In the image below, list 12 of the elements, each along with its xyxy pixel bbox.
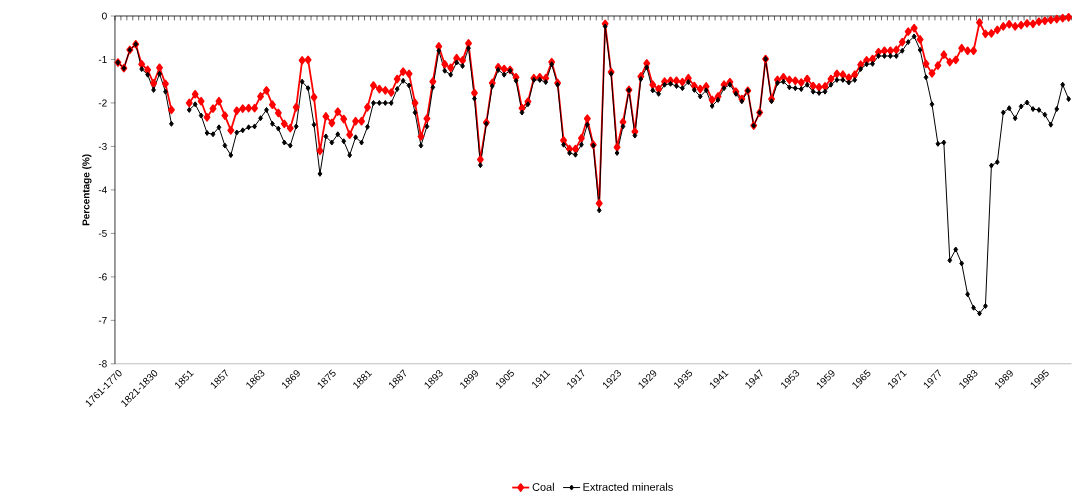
- y-tick-label: -4: [98, 186, 107, 194]
- y-tick-label: 0: [102, 12, 107, 20]
- y-tick-label: -8: [98, 360, 107, 368]
- legend-label: Extracted minerals: [583, 482, 673, 491]
- y-tick-label: -7: [98, 316, 107, 324]
- y-axis-title: Percentage (%): [82, 154, 92, 226]
- y-tick-label: -6: [98, 273, 107, 281]
- y-tick-label: -1: [98, 55, 107, 63]
- legend-label: Coal: [532, 482, 554, 491]
- y-tick-label: -2: [98, 99, 107, 107]
- y-tick-label: -3: [98, 142, 107, 150]
- y-tick-label: -5: [98, 229, 107, 237]
